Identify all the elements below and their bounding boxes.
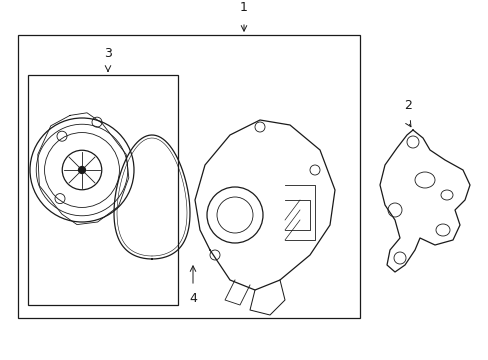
Text: 4: 4 [189,292,197,305]
Circle shape [78,166,86,174]
Text: 3: 3 [104,47,112,60]
Bar [18,35,359,318]
Text: 1: 1 [240,1,247,14]
Text: 2: 2 [403,99,411,112]
Bar [28,75,178,305]
